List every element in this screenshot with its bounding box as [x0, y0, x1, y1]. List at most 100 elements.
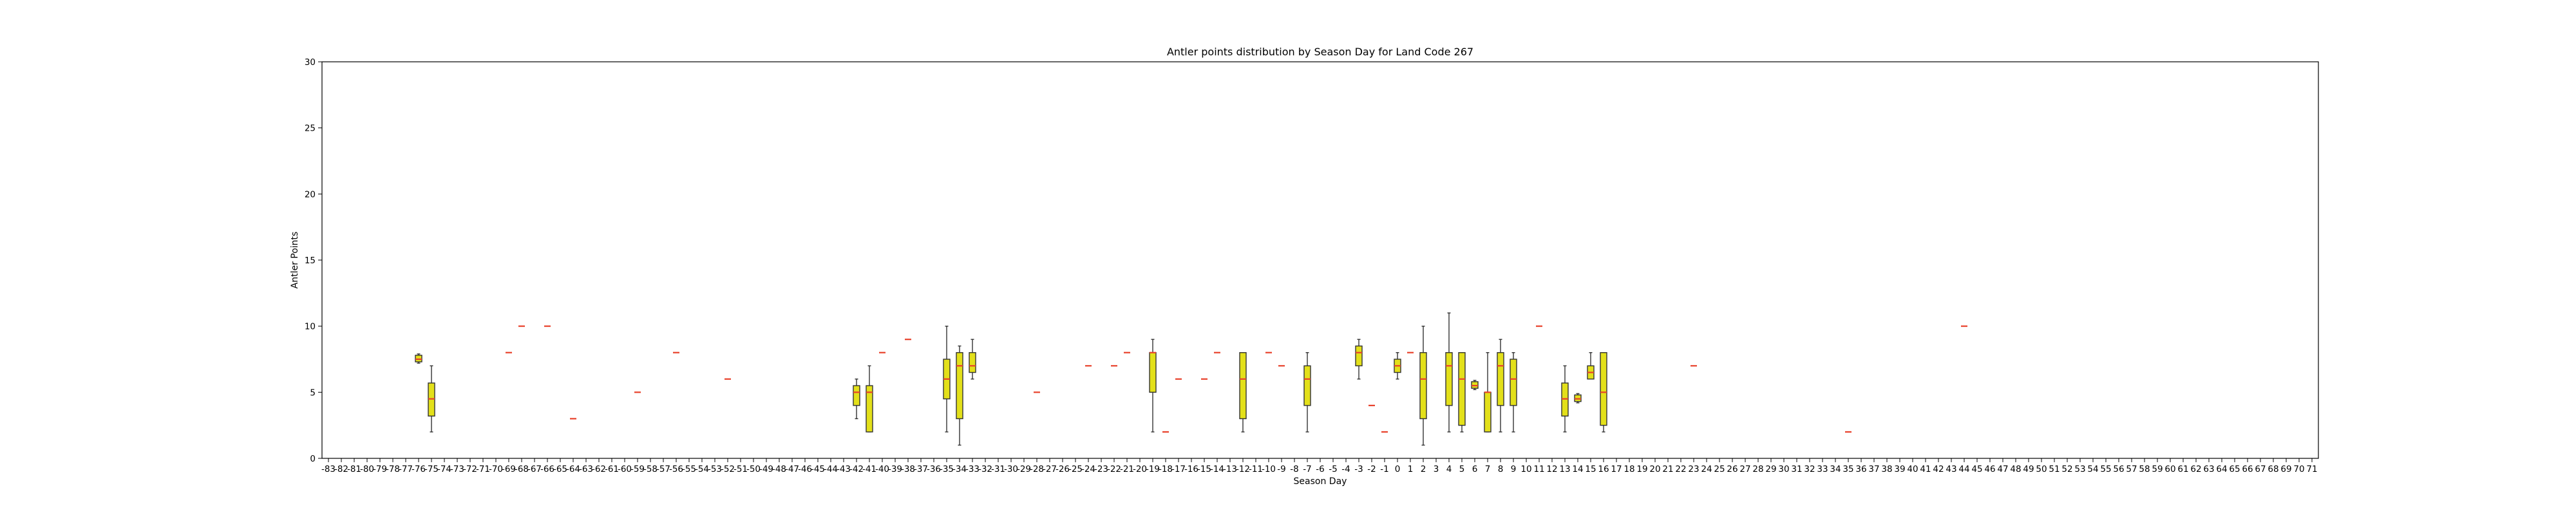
x-tick-label: 9 [1511, 464, 1517, 474]
x-tick-label: -49 [759, 464, 773, 474]
x-tick-label: 44 [1958, 464, 1969, 474]
x-tick-label: -70 [489, 464, 503, 474]
x-tick-label: -82 [334, 464, 348, 474]
x-tick-label: 55 [2100, 464, 2111, 474]
x-tick-label: 64 [2216, 464, 2227, 474]
x-tick-label: -16 [1184, 464, 1198, 474]
box-iqr [853, 385, 860, 406]
box-group [943, 325, 951, 433]
x-tick-label: 56 [2113, 464, 2124, 474]
box-group [956, 345, 963, 446]
x-tick-label: -1 [1380, 464, 1388, 474]
x-tick-label: -44 [824, 464, 838, 474]
box-group [1355, 339, 1363, 380]
marks-layer [415, 312, 1967, 446]
x-tick-label: 49 [2023, 464, 2034, 474]
box-group [1587, 352, 1595, 380]
x-tick-label: -23 [1094, 464, 1108, 474]
box-group [415, 353, 422, 364]
x-tick-label: -8 [1290, 464, 1298, 474]
x-tick-label: -11 [1249, 464, 1263, 474]
y-tick-label: 15 [305, 256, 316, 266]
x-tick-label: -41 [862, 464, 876, 474]
x-tick-label: 37 [1868, 464, 1879, 474]
x-tick-label: 27 [1739, 464, 1750, 474]
x-tick-label: 71 [2306, 464, 2317, 474]
x-tick-label: 29 [1765, 464, 1776, 474]
x-tick-label: -36 [927, 464, 941, 474]
x-tick-label: -24 [1081, 464, 1095, 474]
x-tick-label: -50 [746, 464, 761, 474]
x-tick-label: -2 [1367, 464, 1376, 474]
box-iqr [1355, 345, 1363, 366]
x-tick-label: 19 [1636, 464, 1647, 474]
x-tick-label: 36 [1855, 464, 1866, 474]
x-tick-label: -20 [1133, 464, 1147, 474]
x-tick-label: -83 [321, 464, 336, 474]
x-tick-label: -72 [463, 464, 477, 474]
x-tick-label: 18 [1624, 464, 1634, 474]
x-tick-label: -22 [1107, 464, 1121, 474]
x-tick-label: -77 [399, 464, 413, 474]
box-group [853, 379, 860, 420]
box-iqr [1239, 352, 1247, 420]
x-tick-label: -79 [373, 464, 387, 474]
x-tick-label: -46 [798, 464, 812, 474]
x-axis-title: Season Day [1294, 476, 1347, 487]
x-tick-label: -75 [424, 464, 439, 474]
x-tick-label: -38 [901, 464, 915, 474]
x-tick-label: -74 [437, 464, 451, 474]
x-tick-label: -32 [978, 464, 992, 474]
x-tick-label: 12 [1546, 464, 1557, 474]
x-tick-label: -18 [1159, 464, 1173, 474]
x-tick-label: 17 [1611, 464, 1622, 474]
x-tick-label: -78 [386, 464, 400, 474]
box-iqr [1458, 352, 1466, 426]
x-tick-label: 51 [2049, 464, 2060, 474]
x-tick-label: 39 [1894, 464, 1905, 474]
x-tick-label: 28 [1752, 464, 1763, 474]
box-group [1574, 393, 1582, 404]
box-group [1394, 352, 1401, 380]
x-tick-label: 54 [2087, 464, 2098, 474]
x-tick-label: -80 [360, 464, 374, 474]
x-tick-label: 50 [2036, 464, 2047, 474]
y-axis: 0 5 10 15 20 25 30 [305, 57, 322, 464]
x-tick-label: -25 [1068, 464, 1083, 474]
x-tick-label: -33 [965, 464, 980, 474]
x-tick-label: -10 [1262, 464, 1276, 474]
x-tick-label: -52 [721, 464, 735, 474]
box-iqr [1484, 391, 1492, 433]
box-group [1600, 352, 1607, 433]
x-tick-label: 6 [1472, 464, 1478, 474]
x-tick-label: 65 [2229, 464, 2240, 474]
x-tick-label: 13 [1559, 464, 1570, 474]
x-tick-label: -81 [347, 464, 361, 474]
y-tick-label: 10 [305, 322, 316, 332]
x-tick-label: -5 [1329, 464, 1337, 474]
x-tick-label: 62 [2190, 464, 2201, 474]
x-tick-label: -27 [1043, 464, 1057, 474]
x-tick-label: 3 [1434, 464, 1439, 474]
x-tick-label: -73 [450, 464, 464, 474]
box-group [1303, 352, 1311, 433]
x-tick-label: -29 [1017, 464, 1031, 474]
y-tick-label: 0 [310, 454, 316, 464]
x-tick-label: 10 [1520, 464, 1531, 474]
box-iqr [1510, 359, 1517, 406]
x-tick-label: -12 [1236, 464, 1250, 474]
x-tick-label: 45 [1971, 464, 1982, 474]
x-tick-label: 20 [1649, 464, 1660, 474]
chart-title: Antler points distribution by Season Day… [1167, 46, 1473, 58]
x-tick-label: 14 [1572, 464, 1583, 474]
box-iqr [866, 385, 873, 433]
x-tick-label: 41 [1920, 464, 1931, 474]
x-tick-label: -37 [914, 464, 928, 474]
x-tick-label: -6 [1316, 464, 1324, 474]
x-tick-label: -55 [682, 464, 696, 474]
x-tick-label: 34 [1830, 464, 1841, 474]
x-tick-label: -4 [1341, 464, 1350, 474]
box-iqr [1149, 352, 1157, 393]
